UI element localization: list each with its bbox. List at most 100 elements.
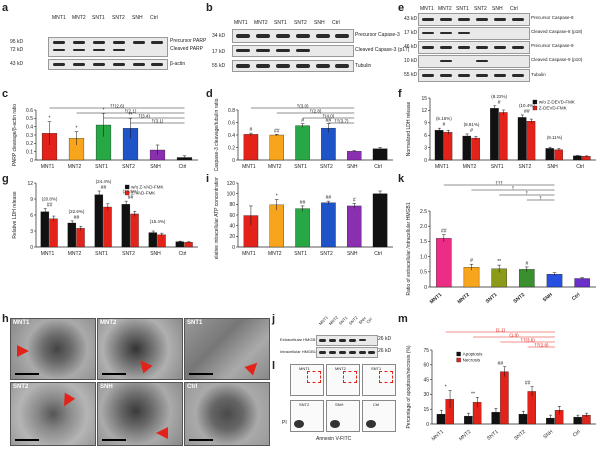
blot-band: [368, 351, 375, 354]
bracket-label: †††: [495, 180, 503, 185]
lane-mnt2: MNT2: [438, 6, 452, 12]
blot-band: [236, 49, 250, 52]
blot-band: [440, 32, 452, 34]
significance-mark: ##: [274, 128, 280, 134]
y-tick-label: 0: [232, 158, 235, 164]
y-tick-label: 120: [227, 181, 236, 187]
blot-band: [151, 41, 163, 44]
x-tick-label: MNT1: [435, 164, 449, 170]
x-tick-label: SNH: [150, 164, 161, 170]
blot-band: [73, 41, 85, 44]
scatter-cloud: [366, 420, 376, 428]
panel-letter-m: m: [398, 313, 408, 325]
panel-letter-c: c: [2, 88, 9, 100]
blot-band: [256, 64, 270, 68]
x-tick-label: SNT2: [122, 164, 135, 170]
scatter-cloud: [330, 420, 340, 428]
blot-band: [256, 49, 270, 52]
percent-label: (6.15%): [436, 116, 452, 121]
gate-box: [307, 371, 321, 383]
panel-letter-b: b: [206, 2, 213, 14]
bar: [372, 193, 388, 248]
percent-label: (8.22%): [491, 94, 507, 99]
blot-label: Cleaved Caspase-8 (p18): [531, 29, 583, 34]
blot-label: Tubulin: [531, 72, 546, 77]
bar: [500, 371, 509, 425]
blot-band: [339, 351, 346, 354]
chart-d: 0 0.2 0.4 0.6 0.8 Caspase-3 cleavage/tubulin …: [214, 98, 393, 171]
x-tick-label: Ctrl: [374, 251, 382, 257]
blot-band: [512, 74, 524, 77]
lane-mnt1: MNT1: [317, 314, 330, 327]
significance-mark: *: [76, 126, 78, 132]
blot-band: [53, 41, 65, 44]
bar: [443, 132, 453, 161]
bar: [321, 202, 336, 248]
x-tick-label: MNT1: [41, 251, 55, 257]
y-axis-label: Relative LDH release: [12, 191, 18, 238]
legend-label: w/o Z-DEVD-FMK: [539, 100, 575, 105]
blot-band: [319, 339, 326, 342]
significance-mark: #: [525, 261, 528, 267]
significance-mark: #: [301, 118, 304, 124]
blot-band: [316, 34, 330, 38]
bar: [295, 208, 310, 248]
bar: [491, 412, 500, 425]
y-tick-label: 0.4: [26, 124, 33, 130]
blot-strip: [48, 59, 168, 70]
bar: [546, 274, 563, 288]
blot-band: [440, 46, 452, 49]
y-axis-label: Percentage of apoptosis/necrosis (%): [406, 345, 412, 428]
bar: [76, 228, 85, 248]
blot-band: [296, 64, 310, 68]
blot-strip: [418, 27, 530, 40]
y-tick-label: 9: [30, 197, 33, 203]
micrograph-label: Ctrl: [187, 384, 198, 390]
bar: [518, 413, 528, 425]
significance-mark: ##: [525, 381, 531, 387]
micrograph-snt2: SNT2: [10, 382, 96, 446]
legend-swatch: [124, 190, 130, 196]
bar: [346, 151, 362, 161]
blot-band: [349, 339, 356, 342]
lane-snt2: SNT2: [294, 20, 307, 26]
blot-band: [113, 63, 125, 66]
flow-plot-ctrl: Ctrl: [362, 400, 396, 432]
bar: [582, 156, 591, 161]
percent-label: (10.4%): [519, 103, 535, 108]
significance-mark: #: [250, 127, 253, 133]
blot-band: [236, 64, 250, 68]
percent-label: (9.11%): [547, 135, 563, 140]
blot-band: [319, 351, 326, 354]
bar: [554, 149, 563, 161]
blot-strip: [418, 41, 530, 54]
y-tick-label: 15: [421, 96, 427, 102]
blot-band: [458, 18, 470, 21]
blot-band: [73, 49, 85, 51]
x-tick-label: SNT1: [294, 164, 307, 170]
blot-band: [339, 339, 346, 342]
x-tick-label: SNT1: [294, 251, 307, 257]
blot-band: [93, 41, 105, 44]
bracket-label: †: [526, 190, 529, 195]
blot-band: [458, 32, 470, 34]
blot-band: [476, 18, 488, 21]
scale-bar: [102, 439, 126, 441]
blot-band: [422, 74, 434, 77]
flow-plot-snt2: SNT2: [290, 400, 324, 432]
significance-mark: **: [471, 391, 475, 397]
lane-mnt1: MNT1: [420, 6, 434, 12]
significance-mark: ##: [441, 229, 447, 235]
blot-band: [276, 64, 290, 68]
blot-strip: [232, 45, 354, 57]
significance-mark: ##: [47, 203, 53, 209]
blot-band: [422, 18, 434, 21]
y-tick-label: 12: [421, 108, 427, 114]
x-tick-label: SNT2: [513, 429, 527, 442]
x-tick-label: MNT2: [456, 292, 470, 305]
lane-mnt2: MNT2: [254, 20, 268, 26]
lane-snh: SNH: [314, 20, 325, 26]
bracket-label: ††(3.7): [334, 118, 349, 123]
blot-band: [476, 46, 488, 49]
bar: [445, 399, 454, 425]
